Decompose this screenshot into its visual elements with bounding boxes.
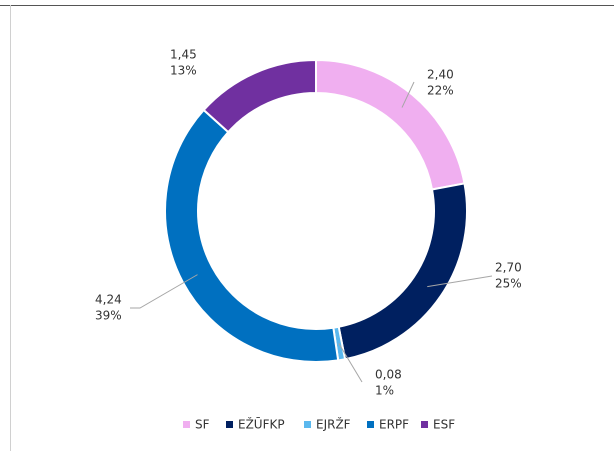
legend-swatch [226,421,233,428]
value-label: 4,24 [95,293,122,307]
donut-slice [337,182,468,361]
legend-label: ERPF [379,418,409,432]
percent-label: 25% [495,277,522,291]
value-label: 0,08 [375,368,402,382]
legend-label: EŽŪFKP [238,417,285,432]
leader-line [427,275,493,288]
percent-label: 39% [95,309,122,323]
legend-swatch [304,421,311,428]
percent-label: 22% [427,84,454,98]
percent-label: 13% [170,64,197,78]
donut-slice [202,58,317,134]
donut-slice [164,108,340,363]
percent-label: 1% [375,384,394,398]
legend-swatch [183,421,190,428]
leader-line [338,343,363,383]
leader-line [130,274,198,309]
legend-swatch [367,421,374,428]
value-label: 1,45 [170,48,197,62]
value-label: 2,70 [495,261,522,275]
legend-label: EJRŽF [316,417,351,432]
legend-label: ESF [433,418,455,432]
legend-label: SF [195,418,210,432]
legend-swatch [421,421,428,428]
leader-line [401,81,415,108]
value-label: 2,40 [427,68,454,82]
